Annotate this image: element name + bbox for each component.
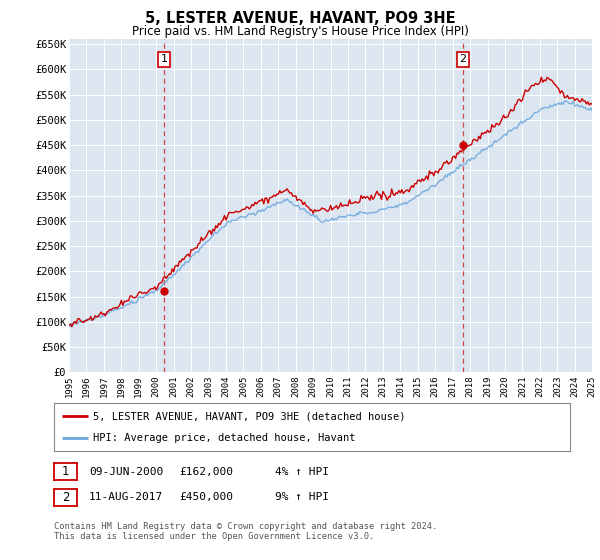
- Text: £450,000: £450,000: [179, 492, 233, 502]
- Text: £162,000: £162,000: [179, 466, 233, 477]
- Text: 2: 2: [460, 54, 467, 64]
- Text: 1: 1: [160, 54, 167, 64]
- Text: Price paid vs. HM Land Registry's House Price Index (HPI): Price paid vs. HM Land Registry's House …: [131, 25, 469, 38]
- Text: 09-JUN-2000: 09-JUN-2000: [89, 466, 163, 477]
- Text: 5, LESTER AVENUE, HAVANT, PO9 3HE: 5, LESTER AVENUE, HAVANT, PO9 3HE: [145, 11, 455, 26]
- Text: 11-AUG-2017: 11-AUG-2017: [89, 492, 163, 502]
- Text: Contains HM Land Registry data © Crown copyright and database right 2024.
This d: Contains HM Land Registry data © Crown c…: [54, 522, 437, 542]
- Text: 2: 2: [62, 491, 69, 504]
- Text: 5, LESTER AVENUE, HAVANT, PO9 3HE (detached house): 5, LESTER AVENUE, HAVANT, PO9 3HE (detac…: [92, 411, 405, 421]
- Text: HPI: Average price, detached house, Havant: HPI: Average price, detached house, Hava…: [92, 433, 355, 443]
- Text: 4% ↑ HPI: 4% ↑ HPI: [275, 466, 329, 477]
- Text: 9% ↑ HPI: 9% ↑ HPI: [275, 492, 329, 502]
- Text: 1: 1: [62, 465, 69, 478]
